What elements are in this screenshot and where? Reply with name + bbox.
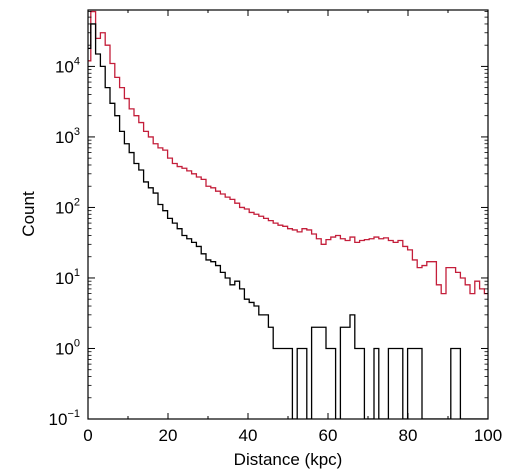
- y-tick-label: 100: [55, 337, 80, 358]
- y-tick-label: 101: [55, 267, 80, 288]
- x-tick-label: 80: [399, 426, 418, 445]
- series-layer: [88, 10, 488, 419]
- y-tick-label: 104: [55, 55, 80, 76]
- x-tick-label: 60: [319, 426, 338, 445]
- histogram-series-2: [88, 23, 488, 419]
- y-tick-label: 10−1: [49, 408, 80, 429]
- ticks-layer: 0 20 40 60 80 100 10−1 100 101 102 103 104: [49, 10, 502, 445]
- x-tick-label: 40: [239, 426, 258, 445]
- y-tick-label: 103: [55, 126, 80, 147]
- x-tick-label: 20: [159, 426, 178, 445]
- x-tick-label: 100: [474, 426, 502, 445]
- y-tick-label: 102: [55, 196, 80, 217]
- histogram-series-1: [88, 10, 488, 295]
- plot-frame: [87, 9, 489, 420]
- y-axis-title: Count: [19, 191, 38, 237]
- x-axis-title: Distance (kpc): [234, 450, 343, 469]
- x-tick-label: 0: [83, 426, 92, 445]
